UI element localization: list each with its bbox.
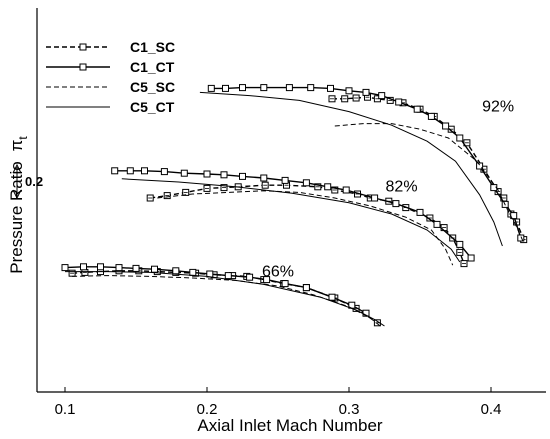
legend-label-C5_SC: C5_SC <box>130 79 175 95</box>
series-C5_SC <box>72 123 525 327</box>
data-point-C1_CT-66%-13 <box>302 284 310 292</box>
legend-item-C5_CT: C5_CT <box>46 99 175 115</box>
y-axis-symbol: π <box>7 140 26 152</box>
data-point-C1_CT-66%-14 <box>328 293 336 301</box>
data-point-C1_CT-66%-2 <box>97 263 104 271</box>
data-point-C1_CT-92%-10 <box>395 98 403 106</box>
data-point-C1_CT-82%-10 <box>302 179 310 187</box>
data-point-C1_CT-92%-5 <box>307 84 315 92</box>
scale-bar-down-arrow-icon <box>12 189 22 200</box>
data-point-C1_CT-82%-3 <box>160 168 168 176</box>
series-line-C5_CT-66% <box>65 271 385 327</box>
data-point-C1_CT-92%-14 <box>456 134 464 142</box>
scale-bar-up-arrow-icon <box>12 163 22 174</box>
data-point-C1_CT-82%-2 <box>141 167 148 175</box>
annotations: 92% 82% 66% <box>262 99 514 281</box>
data-point-C1_CT-66%-10 <box>246 273 254 281</box>
series-layer <box>61 84 528 327</box>
legend-label-C1_CT: C1_CT <box>130 59 175 75</box>
legend-label-C1_SC: C1_SC <box>130 39 175 55</box>
data-point-C1_CT-92%-0 <box>207 84 215 92</box>
scale-bar-label: 0.2 <box>25 174 43 189</box>
data-point-C1_CT-92%-13 <box>442 122 450 130</box>
x-tick-label-0: 0.1 <box>55 401 76 418</box>
series-line-C5_SC-82% <box>157 190 454 266</box>
data-point-C1_CT-92%-1 <box>222 84 229 92</box>
legend-item-C5_SC: C5_SC <box>46 79 175 95</box>
series-line-C1_CT-92% <box>211 86 522 239</box>
data-point-C1_CT-82%-11 <box>324 183 332 191</box>
y-axis-title: Pressure Ratio πt <box>7 136 30 274</box>
legend-marker-C1_SC <box>79 43 87 51</box>
series-line-C5_SC-92% <box>334 123 525 244</box>
legend-item-C1_SC: C1_SC <box>46 39 175 55</box>
data-point-C1_CT-82%-13 <box>371 194 379 202</box>
x-tick-label-3: 0.4 <box>481 401 502 418</box>
data-point-C1_CT-82%-9 <box>281 176 289 184</box>
data-point-C1_CT-92%-2 <box>239 84 246 92</box>
legend: C1_SC C1_CT C5_SC C5_CT <box>46 39 175 115</box>
data-point-C1_CT-82%-16 <box>433 220 441 228</box>
series-C5_CT <box>65 91 503 327</box>
data-point-C1_CT-82%-7 <box>239 172 246 180</box>
y-axis-title-text: Pressure Ratio <box>7 161 26 273</box>
data-point-C1_CT-82%-12 <box>342 186 350 194</box>
data-point-C1_CT-66%-0 <box>61 264 69 272</box>
data-point-C1_CT-66%-3 <box>115 264 123 272</box>
series-line-C1_SC-82% <box>150 184 465 264</box>
data-point-C1_CT-66%-1 <box>80 263 87 271</box>
x-ticks: 0.1 0.2 0.3 0.4 <box>55 387 502 418</box>
data-point-C1_CT-92%-12 <box>427 112 435 120</box>
series-line-C1_SC-66% <box>72 270 378 324</box>
series-line-C5_CT-82% <box>121 178 461 263</box>
data-point-C1_CT-82%-17 <box>456 240 464 248</box>
axes <box>36 8 546 393</box>
data-point-C1_CT-82%-6 <box>220 171 228 179</box>
x-tick-label-2: 0.3 <box>339 401 360 418</box>
data-point-C1_CT-82%-5 <box>203 170 211 178</box>
annotation-0: 92% <box>482 99 514 116</box>
data-point-C1_CT-66%-12 <box>281 280 289 288</box>
data-point-C1_CT-92%-9 <box>378 92 386 100</box>
data-point-C1_CT-92%-19 <box>517 234 525 242</box>
data-point-C1_CT-82%-18 <box>467 254 475 262</box>
data-point-C1_CT-92%-7 <box>345 87 353 95</box>
x-axis-title: Axial Inlet Mach Number <box>197 416 383 435</box>
scale-bar: 0.2 <box>12 163 43 200</box>
data-point-C1_CT-82%-4 <box>180 169 188 177</box>
data-point-C1_CT-92%-11 <box>413 105 421 113</box>
series-line-C5_CT-92% <box>199 91 503 247</box>
data-point-C1_CT-92%-6 <box>327 84 334 92</box>
legend-item-C1_CT: C1_CT <box>46 59 175 75</box>
legend-label-C5_CT: C5_CT <box>130 99 175 115</box>
series-C1_CT <box>61 84 525 317</box>
data-point-C1_CT-66%-9 <box>224 272 232 280</box>
data-point-C1_CT-92%-4 <box>285 84 293 92</box>
y-axis-title-group: Pressure Ratio πt <box>7 136 30 274</box>
data-point-C1_CT-66%-5 <box>151 265 158 273</box>
x-tick-label-1: 0.2 <box>197 401 218 418</box>
data-point-C1_CT-92%-15 <box>476 162 484 170</box>
data-point-C1_CT-66%-6 <box>172 267 180 275</box>
data-point-C1_CT-66%-4 <box>132 264 140 272</box>
data-point-C1_CT-92%-8 <box>362 88 370 96</box>
annotation-2: 66% <box>262 263 294 280</box>
data-point-C1_CT-82%-1 <box>126 167 134 175</box>
legend-marker-C1_CT <box>79 63 87 71</box>
annotation-1: 82% <box>386 179 418 196</box>
data-point-C1_CT-82%-0 <box>111 167 119 175</box>
data-point-C1_CT-82%-15 <box>416 208 424 216</box>
data-point-C1_CT-66%-11 <box>263 276 271 284</box>
data-point-C1_CT-82%-14 <box>392 200 400 208</box>
y-axis-subscript: t <box>16 136 30 140</box>
data-point-C1_CT-82%-8 <box>260 174 268 182</box>
data-point-C1_CT-92%-3 <box>260 84 268 92</box>
data-point-C1_CT-66%-7 <box>189 268 197 276</box>
